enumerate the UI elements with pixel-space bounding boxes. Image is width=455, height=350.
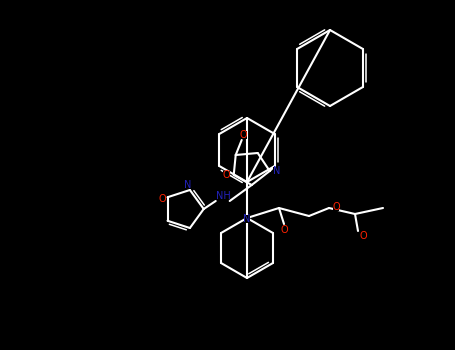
Bar (159, 195, 166, 203)
Text: N: N (243, 214, 251, 224)
Text: O: O (240, 130, 248, 140)
Text: NH: NH (216, 191, 231, 201)
Text: N: N (273, 166, 280, 176)
Bar (223, 171, 230, 179)
Text: O: O (359, 231, 367, 241)
Bar (273, 167, 280, 175)
Bar (185, 181, 191, 189)
Text: O: O (332, 202, 340, 212)
Bar (360, 232, 366, 240)
Text: O: O (223, 170, 231, 180)
Bar (240, 131, 247, 139)
Text: O: O (280, 225, 288, 235)
Text: N: N (184, 180, 192, 190)
Bar (333, 203, 339, 211)
Bar (281, 226, 287, 234)
Bar (244, 215, 250, 223)
Text: O: O (159, 194, 167, 204)
Bar (218, 192, 229, 200)
